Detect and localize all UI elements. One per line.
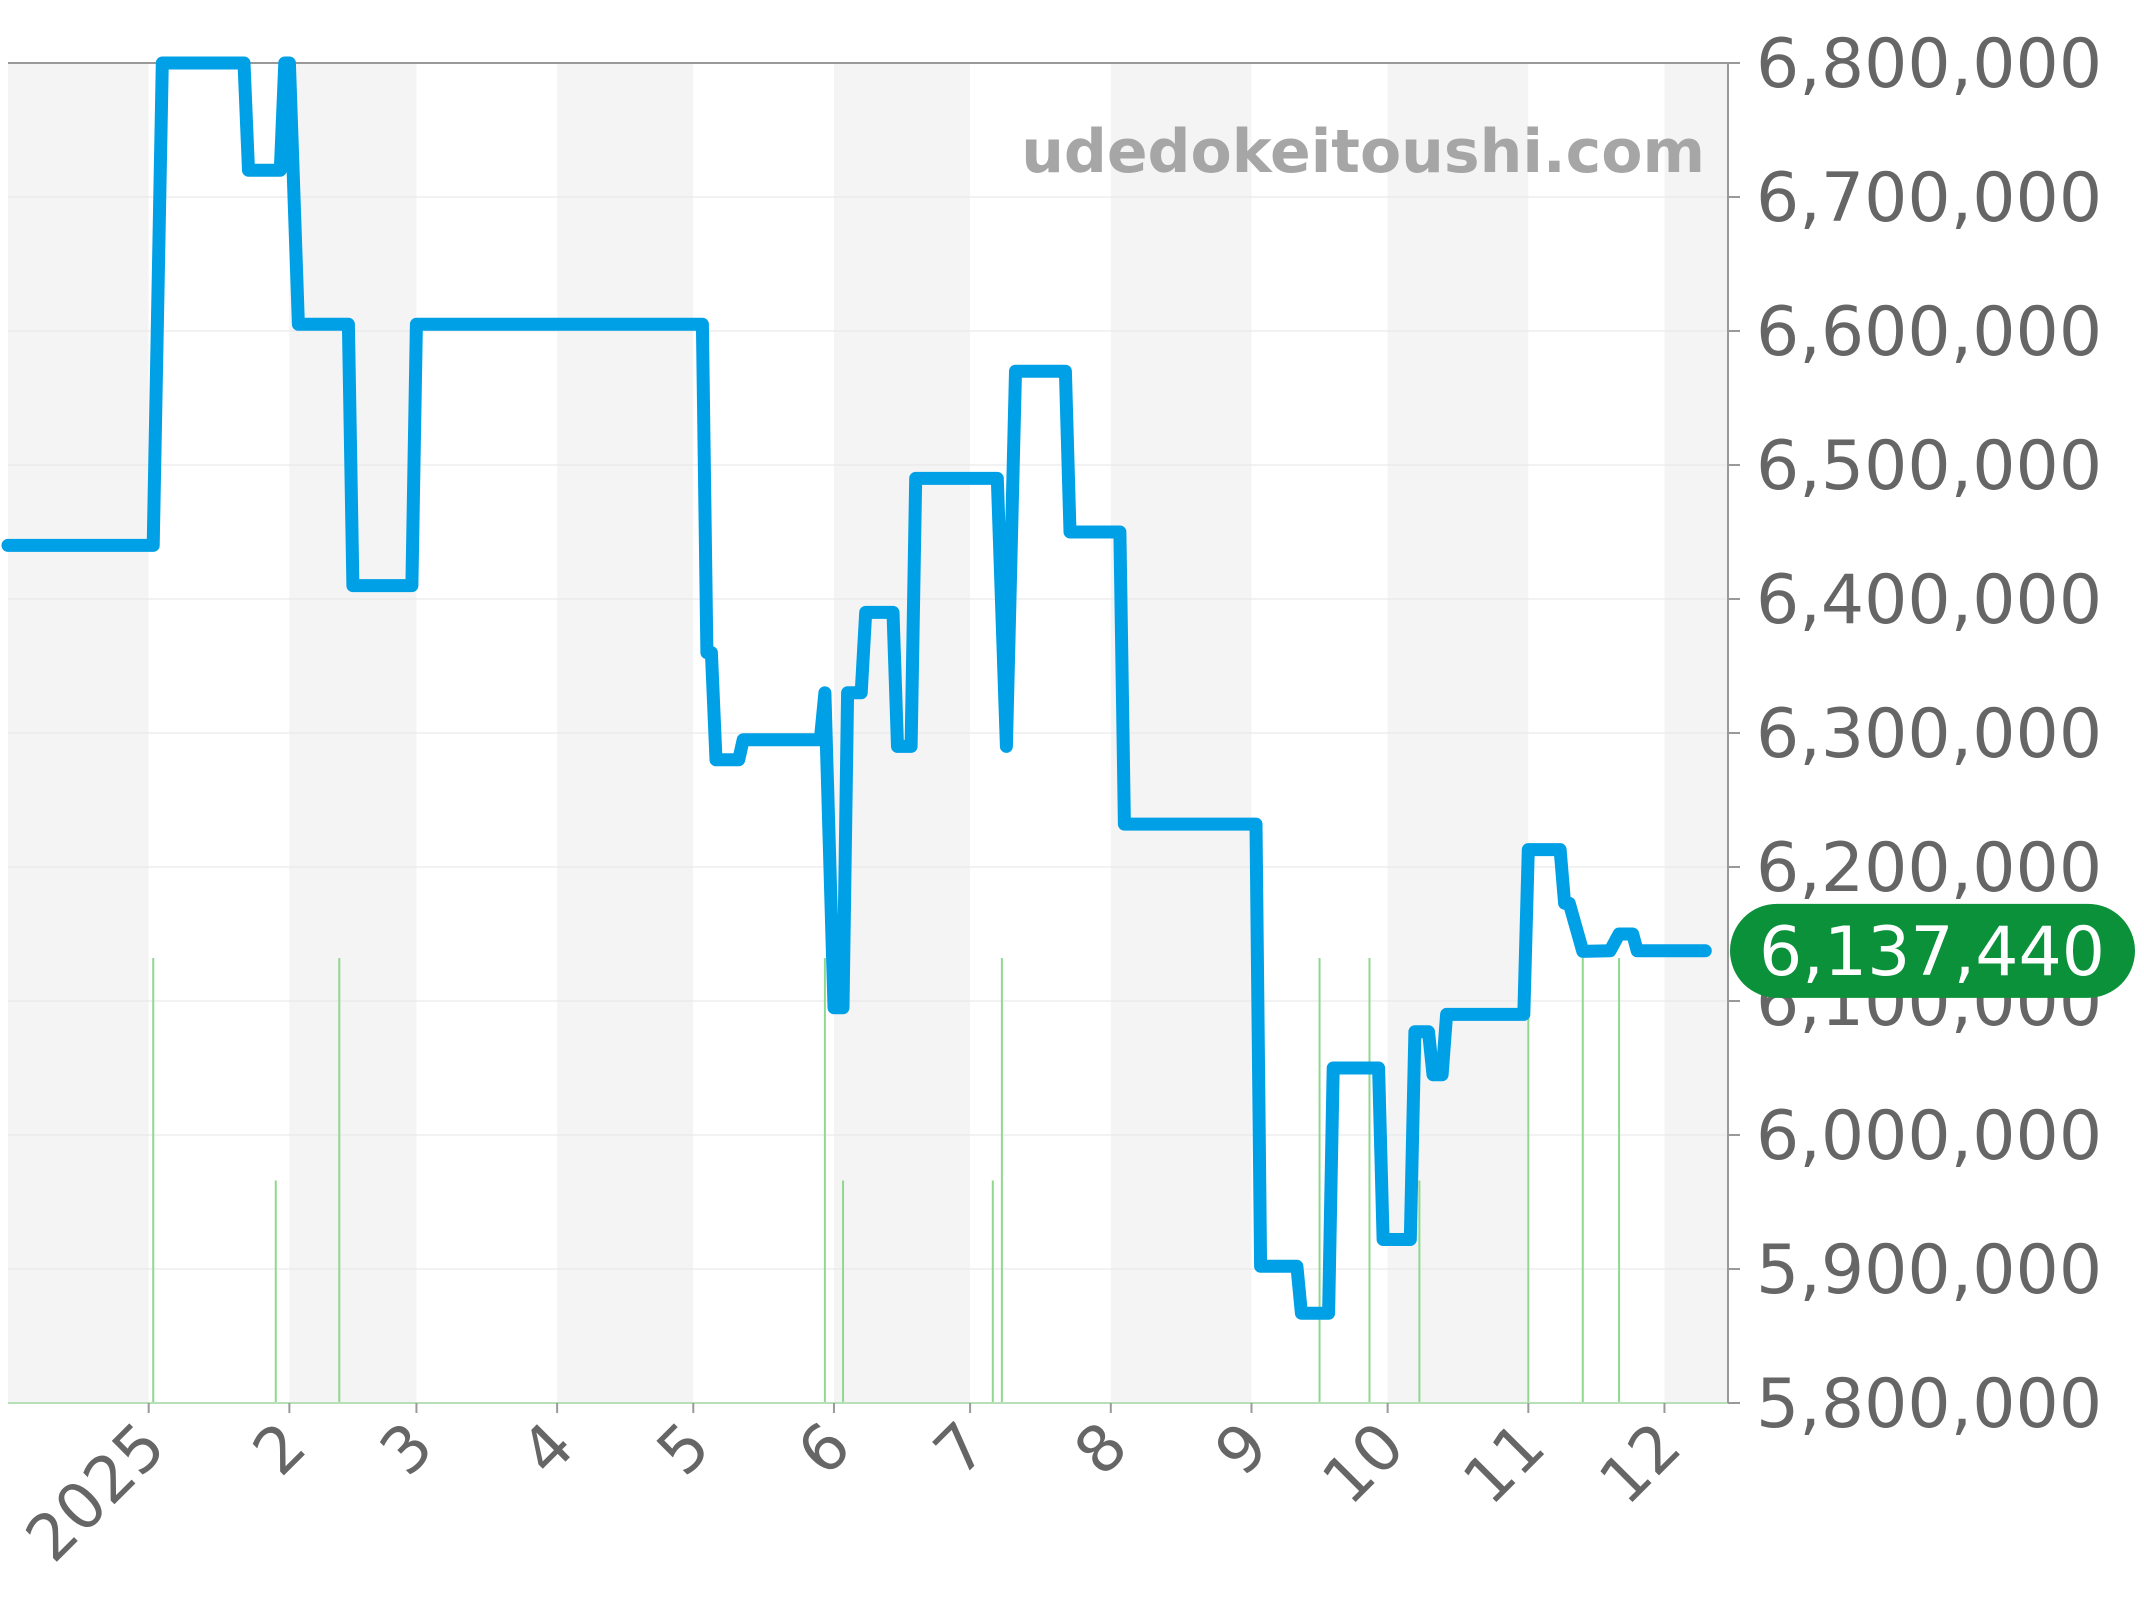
x-tick-label: 12 bbox=[1586, 1409, 1696, 1519]
y-tick-label: 6,000,000 bbox=[1756, 1097, 2102, 1176]
y-tick-label: 5,800,000 bbox=[1756, 1365, 2102, 1444]
y-tick-label: 6,400,000 bbox=[1756, 561, 2102, 640]
x-tick-label: 7 bbox=[920, 1409, 1001, 1490]
current-price-badge-bg bbox=[1730, 903, 2135, 998]
x-tick-label: 4 bbox=[507, 1409, 588, 1490]
y-tick-label: 6,300,000 bbox=[1756, 695, 2102, 774]
x-tick-label: 6 bbox=[784, 1409, 865, 1490]
x-tick-labels: 2025 2 3 4 5 6 7 8 9 10 11 12 bbox=[13, 1409, 1696, 1576]
y-tick-label: 5,900,000 bbox=[1756, 1231, 2102, 1310]
y-tick-label: 6,600,000 bbox=[1756, 293, 2102, 372]
x-tick-label: 2025 bbox=[13, 1409, 180, 1576]
price-line-series bbox=[1, 56, 1712, 1320]
y-tick-label: 6,200,000 bbox=[1756, 829, 2102, 908]
y-tick-labels: 6,800,000 6,700,000 6,600,000 6,500,000 6,40… bbox=[1756, 25, 2102, 1444]
y-tick-label: 6,800,000 bbox=[1756, 25, 2102, 104]
current-price-label: 6,137,440 bbox=[1759, 913, 2105, 992]
x-tick-label: 9 bbox=[1202, 1409, 1283, 1490]
volume-bars bbox=[152, 958, 1621, 1403]
current-price-badge: 6,137,440 bbox=[1730, 903, 2135, 998]
x-tick-label: 2 bbox=[240, 1409, 321, 1490]
x-tick-label: 5 bbox=[643, 1409, 724, 1490]
x-tick-label: 3 bbox=[367, 1409, 448, 1490]
watermark: udedokeitoushi.com bbox=[1021, 117, 1705, 187]
price-line bbox=[1, 56, 1712, 1320]
y-tick-label: 6,700,000 bbox=[1756, 159, 2102, 238]
x-tick-label: 10 bbox=[1309, 1409, 1419, 1519]
x-tick-label: 11 bbox=[1450, 1409, 1560, 1519]
y-tick-label: 6,500,000 bbox=[1756, 427, 2102, 506]
x-tick-label: 8 bbox=[1061, 1409, 1142, 1490]
